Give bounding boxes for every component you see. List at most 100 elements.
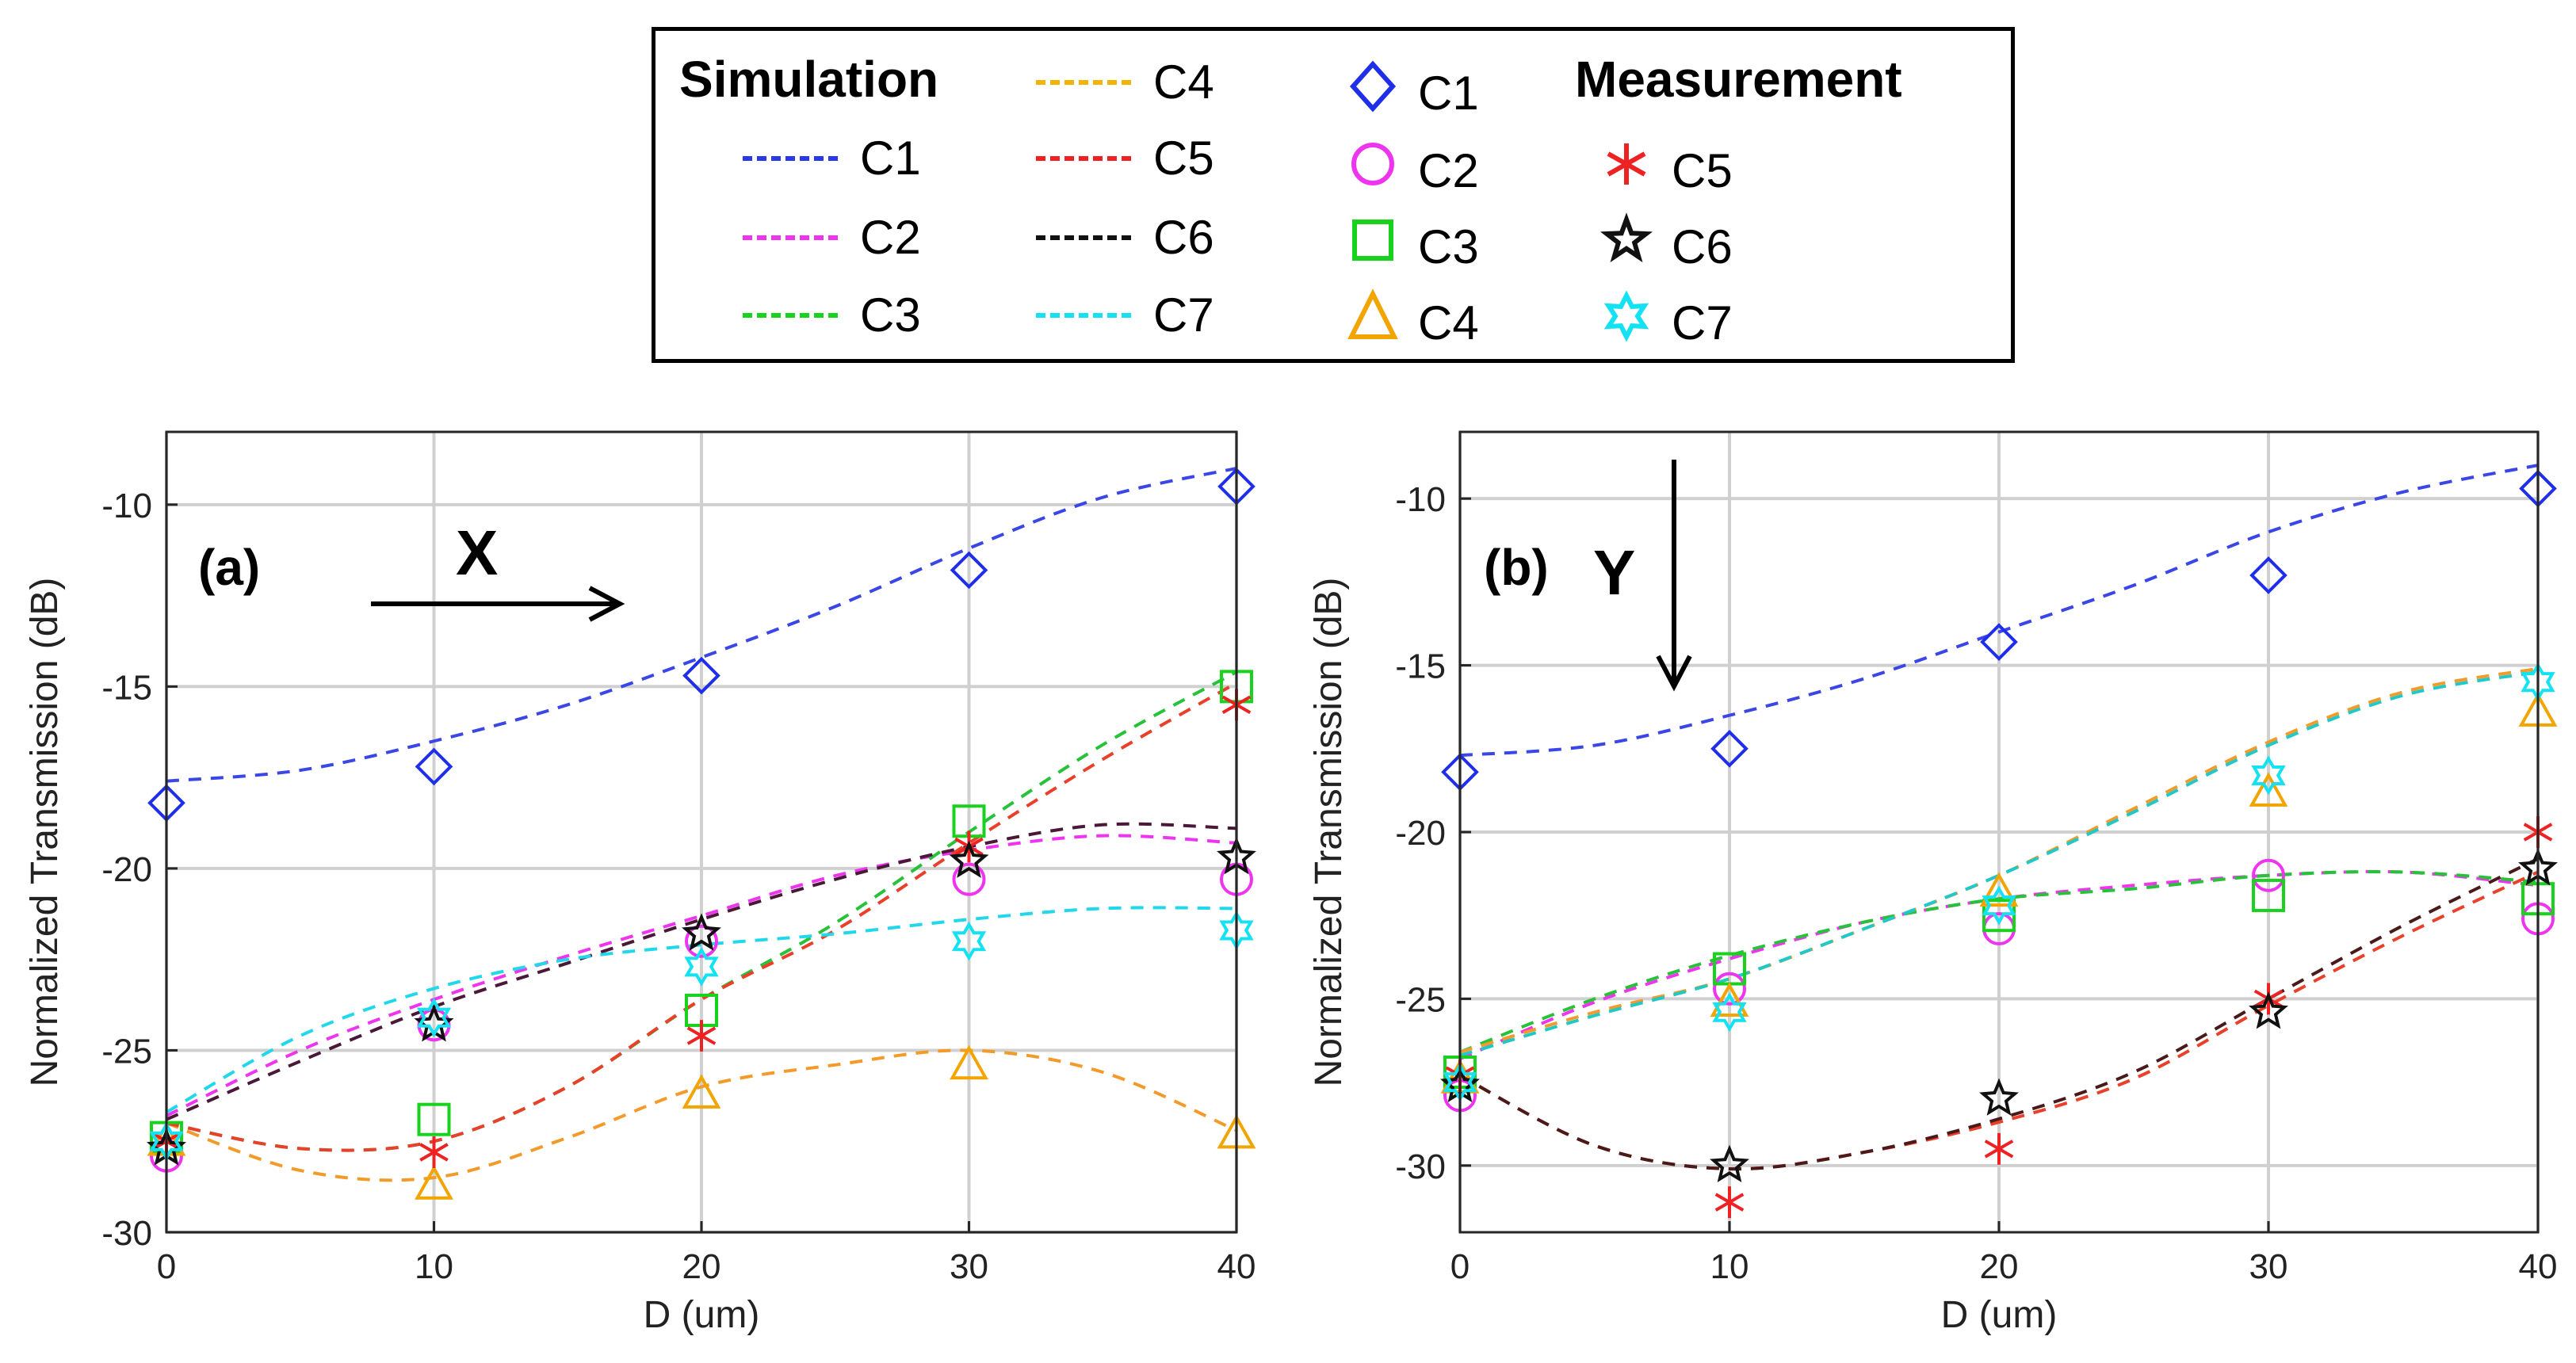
triangle-marker-icon [1347, 288, 1398, 339]
sim-line-c1 [166, 466, 1237, 783]
meas-point-c4 [950, 1044, 988, 1080]
sim-line-c1 [1459, 464, 2539, 758]
sim-line-c4 [1459, 666, 2539, 1054]
y-tick-label: -30 [101, 1214, 152, 1253]
legend-sim-line-c4 [1036, 80, 1131, 85]
meas-point-c7 [684, 946, 719, 987]
y-tick-label: -15 [1395, 647, 1446, 686]
meas-point-c5 [419, 1136, 449, 1168]
legend-meas-label: C7 [1672, 296, 1733, 349]
legend-meas-label: C2 [1418, 144, 1479, 197]
panel-label-a: (a) [198, 539, 260, 596]
meas-point-c6 [1979, 1078, 2019, 1116]
arrow-head [588, 586, 625, 622]
meas-point-c5 [686, 1020, 717, 1052]
sim-line-c5 [1459, 870, 2539, 1171]
legend-sim-line-c5 [1036, 156, 1131, 161]
direction-arrow-a [371, 586, 625, 622]
meas-point-c2 [685, 924, 718, 958]
meas-point-c1 [950, 551, 988, 590]
y-axis-title-a: Normalized Transmission (dB) [24, 578, 66, 1087]
meas-point-c3 [2252, 878, 2285, 912]
legend-sim-line-c6 [1036, 235, 1131, 240]
meas-point-c1 [2249, 556, 2287, 594]
y-tick-label: -10 [1395, 480, 1446, 519]
direction-label-a: X [456, 517, 498, 588]
hexagram-marker-icon [1603, 290, 1649, 342]
meas-point-c4 [682, 1074, 721, 1109]
meas-point-c6 [2249, 991, 2288, 1029]
x-tick-label: 0 [157, 1247, 176, 1286]
x-tick-label: 10 [415, 1247, 453, 1286]
y-tick-label: -30 [1395, 1147, 1446, 1186]
sim-line-c7 [1459, 670, 2539, 1057]
meas-point-c1 [682, 656, 720, 695]
meas-point-c5 [1714, 1186, 1745, 1219]
meas-point-c1 [415, 747, 453, 786]
meas-point-c7 [2251, 755, 2286, 796]
meas-point-c4 [415, 1165, 453, 1200]
panel-label-b: (b) [1484, 539, 1549, 596]
asterisk-marker-icon [1607, 143, 1646, 185]
legend-meas-label: C1 [1418, 67, 1479, 120]
legend-sim-label: C2 [860, 211, 921, 264]
x-axis-title-a: D (um) [644, 1294, 760, 1336]
sim-line-c6 [166, 822, 1237, 1121]
legend-sim-line-c3 [743, 313, 838, 318]
meas-point-c1 [1980, 623, 2018, 661]
legend-meas-label: C5 [1672, 144, 1733, 197]
legend-sim-line-c1 [743, 156, 838, 161]
legend-simulation-title: Simulation [679, 51, 939, 108]
legend-measurement-title: Measurement [1575, 51, 1902, 108]
meas-point-c4 [1979, 872, 2019, 907]
legend-sim-line-c2 [743, 235, 838, 240]
meas-point-c4 [1710, 982, 1749, 1017]
chart-panel-b: 0 10 20 30 40 -30 -25 -20 -15 -10 D (um) Normaliz… [1308, 430, 2558, 1336]
sim-line-c2 [166, 834, 1237, 1117]
y-tick-label: -25 [1395, 980, 1446, 1019]
x-tick-label: 10 [1710, 1247, 1749, 1286]
y-tick-label: -15 [101, 668, 152, 707]
legend-meas-label: C3 [1418, 220, 1479, 273]
meas-point-c2 [2252, 858, 2285, 892]
ticks-b: 0 10 20 30 40 -30 -25 -20 -15 -10 [1395, 480, 2557, 1286]
x-axis-title-b: D (um) [1941, 1294, 2058, 1336]
legend: Simulation C1 C2 C3 C4 C5 C6 C7 C1 C2 [652, 27, 2015, 363]
circle-marker-icon [1351, 143, 1394, 185]
meas-point-c3 [1982, 899, 2016, 933]
meas-point-c6 [949, 840, 989, 878]
x-tick-label: 0 [1450, 1247, 1470, 1286]
x-tick-label: 40 [1217, 1247, 1256, 1286]
x-tick-label: 30 [2249, 1247, 2288, 1286]
legend-meas-label: C6 [1672, 220, 1733, 273]
x-tick-label: 20 [682, 1247, 721, 1286]
x-tick-label: 30 [950, 1247, 988, 1286]
legend-sim-label: C1 [860, 132, 921, 185]
meas-point-c7 [951, 921, 987, 961]
y-axis-title-b: Normalized Transmission (dB) [1308, 578, 1350, 1087]
y-tick-label: -10 [101, 487, 152, 525]
ticks-a: 0 10 20 30 40 -30 -25 -20 -15 -10 [101, 487, 1256, 1286]
meas-point-c6 [682, 913, 721, 951]
arrow-head [1656, 655, 1692, 692]
diamond-marker-icon [1349, 60, 1397, 113]
chart-panel-a: 0 10 20 30 40 -30 -25 -20 -15 -10 D (um) Normaliz… [24, 430, 1256, 1336]
legend-sim-label: C7 [1153, 288, 1214, 342]
y-tick-label: -25 [101, 1032, 152, 1071]
meas-point-c3 [417, 1102, 451, 1136]
legend-sim-label: C6 [1153, 211, 1214, 264]
meas-point-c7 [1982, 885, 2016, 926]
meas-point-c5 [1984, 1132, 2014, 1165]
meas-point-c7 [416, 998, 452, 1038]
meas-point-c2 [1713, 972, 1746, 1006]
sim-line-c4 [166, 1048, 1237, 1182]
meas-point-c4 [2249, 772, 2288, 807]
meas-point-c6 [1710, 1144, 1749, 1182]
legend-sim-label: C4 [1153, 55, 1214, 109]
direction-label-b: Y [1593, 537, 1635, 608]
sim-line-c3 [1459, 870, 2539, 1054]
square-marker-icon [1352, 220, 1393, 261]
simulation-lines-b [1459, 464, 2539, 1171]
x-tick-label: 40 [2519, 1247, 2558, 1286]
legend-sim-label: C3 [860, 288, 921, 342]
